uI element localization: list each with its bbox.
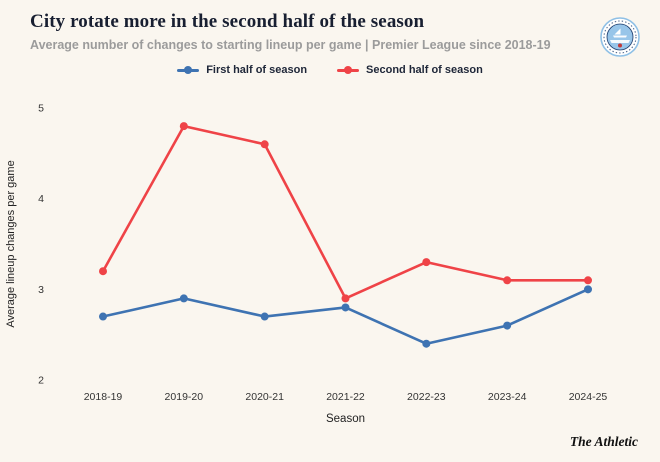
legend-item-second-half: Second half of season <box>337 64 483 76</box>
x-tick-label: 2018-19 <box>84 391 123 403</box>
x-tick-label: 2024-25 <box>569 391 608 403</box>
x-tick-label: 2019-20 <box>165 391 204 403</box>
y-axis-label: Average lineup changes per game <box>5 160 17 327</box>
data-point <box>503 321 512 330</box>
x-tick-label: 2021-22 <box>326 391 365 403</box>
legend-label: First half of season <box>206 64 308 76</box>
legend-item-first-half: First half of season <box>177 64 307 76</box>
y-tick-label: 2 <box>38 375 44 387</box>
series-line <box>101 124 590 300</box>
page-subtitle: Average number of changes to starting li… <box>30 38 551 52</box>
legend-label: Second half of season <box>366 64 483 76</box>
the-athletic-logo: The Athletic <box>569 434 638 449</box>
x-tick-label: 2020-21 <box>245 391 284 403</box>
y-tick-label: 5 <box>38 103 44 115</box>
manchester-city-badge-icon <box>600 17 640 57</box>
data-point <box>99 267 107 276</box>
data-point <box>422 258 431 267</box>
data-point <box>341 294 350 303</box>
data-point <box>422 339 431 348</box>
x-axis-label: Season <box>326 413 365 425</box>
line-chart: 2 3 4 5 2018-19 2019-20 2020-21 2021-22 2022-23 2… <box>5 103 608 426</box>
data-point <box>260 312 269 321</box>
data-point <box>584 285 592 294</box>
data-point <box>99 312 107 321</box>
data-point <box>260 140 269 149</box>
data-point <box>584 276 592 285</box>
data-point <box>503 276 512 285</box>
line-marker-icon <box>177 66 200 75</box>
y-tick-label: 4 <box>38 193 44 205</box>
x-tick-label: 2022-23 <box>407 391 446 403</box>
y-tick-label: 3 <box>38 284 44 296</box>
x-tick-label: 2023-24 <box>488 391 527 403</box>
data-point <box>341 303 350 312</box>
page-title: City rotate more in the second half of t… <box>30 11 425 32</box>
data-point <box>179 122 188 131</box>
data-point <box>179 294 188 303</box>
line-marker-icon <box>337 66 360 75</box>
chart-legend: First half of season Second half of seas… <box>0 64 660 76</box>
